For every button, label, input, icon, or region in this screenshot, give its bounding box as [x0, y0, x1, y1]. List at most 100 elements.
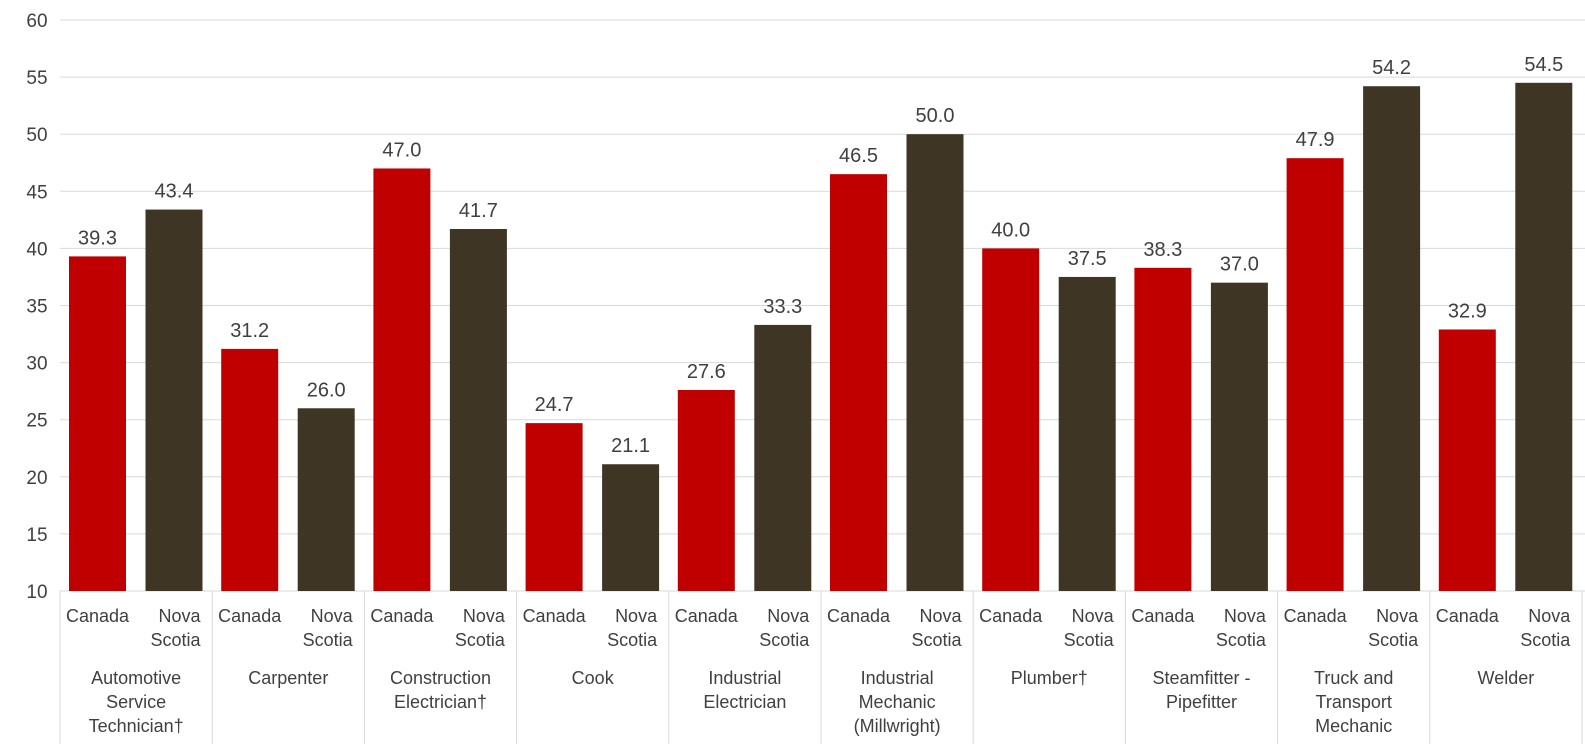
- bar-canada: [1134, 267, 1192, 591]
- series-label: Canada: [523, 606, 587, 626]
- data-label: 46.5: [839, 145, 878, 167]
- y-tick-label: 35: [26, 297, 47, 318]
- series-label: Nova: [463, 606, 506, 626]
- category-label: Pipefitter: [1166, 692, 1237, 712]
- category-label: Electrician: [703, 692, 786, 712]
- data-label: 47.9: [1296, 129, 1335, 151]
- category-label: Steamfitter -: [1152, 668, 1250, 688]
- category-label: Construction: [390, 668, 491, 688]
- bar-canada: [1286, 158, 1344, 591]
- category-label: Cook: [572, 668, 615, 688]
- series-label: Nova: [1528, 606, 1571, 626]
- data-label: 33.3: [763, 296, 802, 318]
- bar-nova-scotia: [1363, 86, 1421, 592]
- bar-nova-scotia: [602, 464, 660, 591]
- series-label: Scotia: [1064, 630, 1115, 650]
- data-label: 40.0: [991, 219, 1030, 241]
- bar-canada: [677, 390, 735, 591]
- data-labels: 39.3 43.4 31.2 26.0 47.0 41.7 24.7 21.1 27.6 33.3…: [78, 54, 1563, 457]
- bar-nova-scotia: [906, 134, 964, 591]
- data-label: 27.6: [687, 361, 726, 383]
- series-label: Scotia: [911, 630, 962, 650]
- series-label: Nova: [1072, 606, 1115, 626]
- series-label: Canada: [675, 606, 739, 626]
- category-label: Automotive: [91, 668, 181, 688]
- bar-nova-scotia: [145, 209, 203, 591]
- series-label: Nova: [615, 606, 658, 626]
- category-label: Plumber†: [1011, 668, 1088, 688]
- bar-canada: [221, 348, 279, 591]
- series-label: Canada: [827, 606, 891, 626]
- bar-canada: [830, 174, 887, 592]
- category-label: Truck and: [1314, 668, 1393, 688]
- series-label: Canada: [1436, 606, 1500, 626]
- data-label: 32.9: [1448, 300, 1487, 322]
- bar-nova-scotia: [1058, 276, 1116, 591]
- category-label: Industrial: [861, 668, 934, 688]
- category-label: Technician†: [89, 716, 184, 736]
- series-label: Nova: [1376, 606, 1419, 626]
- series-label: Canada: [370, 606, 434, 626]
- data-label: 41.7: [459, 200, 498, 222]
- bar-nova-scotia: [449, 228, 507, 591]
- data-label: 31.2: [230, 320, 269, 342]
- x-axis: Canada Nova Scotia Automotive Service Technic…: [59, 591, 1583, 744]
- y-tick-label: 25: [26, 411, 47, 432]
- y-tick-label: 45: [26, 182, 47, 203]
- bar-nova-scotia: [1210, 282, 1268, 591]
- series-label: Canada: [1131, 606, 1195, 626]
- series-label: Scotia: [607, 630, 658, 650]
- series-label: Scotia: [759, 630, 810, 650]
- category-label: Service: [106, 692, 166, 712]
- bar-nova-scotia: [1515, 82, 1573, 591]
- y-tick-label: 15: [26, 525, 47, 546]
- y-tick-label: 50: [26, 125, 47, 146]
- category-label: Transport: [1316, 692, 1392, 712]
- series-label: Scotia: [150, 630, 201, 650]
- category-label: Industrial: [708, 668, 781, 688]
- bar-canada: [1438, 329, 1496, 591]
- y-tick-label: 30: [26, 354, 47, 375]
- category-label: Welder: [1478, 668, 1535, 688]
- data-label: 43.4: [155, 181, 194, 203]
- bar-canada: [69, 256, 126, 591]
- data-label: 37.5: [1068, 248, 1107, 270]
- series-label: Nova: [158, 606, 201, 626]
- data-label: 39.3: [78, 227, 117, 249]
- bar-canada: [525, 423, 583, 591]
- series-label: Scotia: [1368, 630, 1419, 650]
- data-label: 47.0: [382, 139, 421, 161]
- category-label: (Millwright): [854, 716, 941, 736]
- series-label: Scotia: [455, 630, 506, 650]
- data-label: 26.0: [307, 379, 346, 401]
- category-label: Carpenter: [248, 668, 328, 688]
- bar-canada: [373, 168, 431, 591]
- category-label: Electrician†: [394, 692, 487, 712]
- y-axis: 10 15 20 25 30 35 40 45 50 55 60: [26, 11, 47, 603]
- y-tick-label: 55: [26, 68, 47, 89]
- bar-canada: [982, 248, 1040, 591]
- data-label: 24.7: [535, 394, 574, 416]
- bar-nova-scotia: [754, 324, 812, 591]
- category-label: Mechanic: [859, 692, 936, 712]
- data-label: 38.3: [1143, 239, 1182, 261]
- y-tick-label: 40: [26, 239, 47, 260]
- series-label: Canada: [979, 606, 1043, 626]
- series-label: Scotia: [303, 630, 354, 650]
- data-label: 54.2: [1372, 57, 1411, 79]
- gridlines: [60, 19, 1585, 592]
- y-tick-label: 20: [26, 468, 47, 489]
- series-label: Canada: [1284, 606, 1348, 626]
- bars: [69, 82, 1573, 592]
- data-label: 50.0: [916, 105, 955, 127]
- series-label: Canada: [66, 606, 130, 626]
- series-label: Nova: [767, 606, 810, 626]
- series-label: Nova: [311, 606, 354, 626]
- category-label: Mechanic: [1315, 716, 1392, 736]
- series-label: Scotia: [1216, 630, 1267, 650]
- series-label: Scotia: [1520, 630, 1571, 650]
- y-tick-label: 60: [26, 11, 47, 32]
- data-label: 37.0: [1220, 254, 1259, 276]
- data-label: 21.1: [611, 435, 650, 457]
